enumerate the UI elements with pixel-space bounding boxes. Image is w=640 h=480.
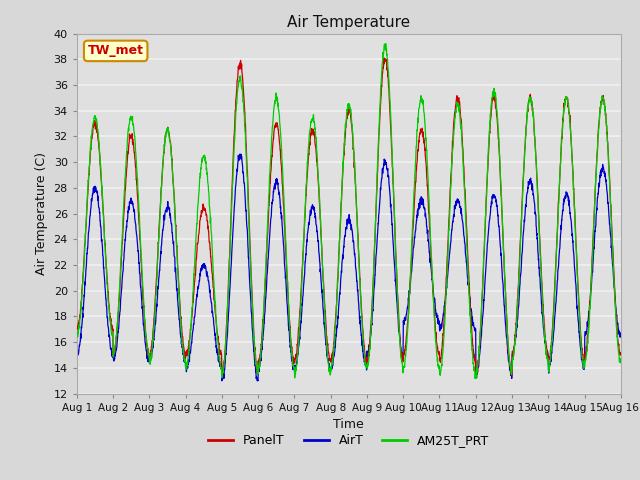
X-axis label: Time: Time [333, 418, 364, 431]
Y-axis label: Air Temperature (C): Air Temperature (C) [35, 152, 48, 275]
Legend: PanelT, AirT, AM25T_PRT: PanelT, AirT, AM25T_PRT [203, 429, 495, 452]
Title: Air Temperature: Air Temperature [287, 15, 410, 30]
Text: TW_met: TW_met [88, 44, 144, 58]
